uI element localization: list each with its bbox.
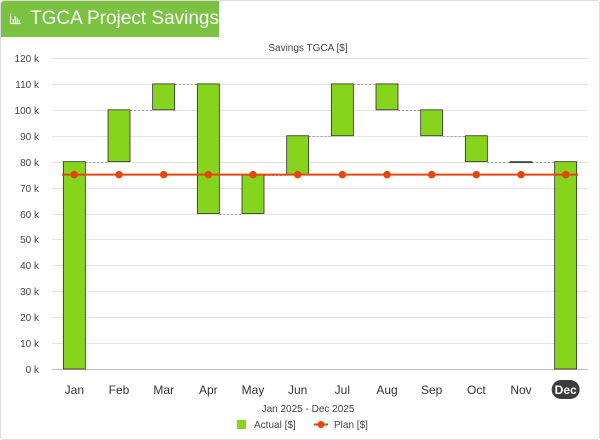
y-tick-label: 10 k: [20, 339, 40, 350]
bar-aug[interactable]: [375, 83, 399, 111]
legend-actual-marker[interactable]: [237, 420, 246, 429]
bar-jan[interactable]: [62, 161, 86, 370]
x-axis-categories: Jan Feb Mar Apr May Jun Jul Aug Sep Oct Nov Dec: [65, 380, 580, 399]
x-category-label[interactable]: Oct: [467, 383, 486, 397]
y-tick-label: 100 k: [15, 106, 40, 117]
bar-apr[interactable]: [196, 83, 220, 214]
x-category-label[interactable]: Jan: [65, 383, 84, 397]
plan-point-jul[interactable]: [338, 170, 347, 179]
y-axis-ticks: 0 k 10 k 20 k 30 k 40 k 50 k 60 k 70 k 80 k 90 k 1…: [15, 54, 40, 376]
y-tick-label: 70 k: [20, 184, 40, 195]
bar-sep[interactable]: [420, 109, 444, 137]
y-tick-label: 90 k: [20, 132, 40, 143]
x-category-label[interactable]: Jul: [335, 383, 350, 397]
y-tick-label: 110 k: [15, 80, 40, 91]
plan-line-layer: [62, 170, 578, 179]
plan-point-jan[interactable]: [70, 170, 79, 179]
legend-plan-marker[interactable]: [317, 421, 325, 428]
grid-layer: [52, 58, 588, 370]
plan-point-aug[interactable]: [383, 170, 391, 179]
y-tick-label: 50 k: [20, 235, 40, 246]
bar-layer: [62, 83, 578, 370]
plan-point-dec[interactable]: [561, 170, 570, 179]
plan-point-nov[interactable]: [517, 170, 525, 179]
x-category-label[interactable]: Jun: [288, 383, 307, 397]
x-category-label[interactable]: Sep: [421, 383, 443, 397]
plan-point-feb[interactable]: [115, 170, 123, 179]
chart-title: Savings TGCA [$]: [268, 43, 348, 54]
x-category-label[interactable]: Mar: [153, 383, 174, 397]
selected-category-badge[interactable]: [551, 380, 580, 399]
bar-chart-icon: [10, 13, 21, 25]
plan-point-mar[interactable]: [159, 170, 168, 179]
y-tick-label: 120 k: [15, 54, 40, 65]
x-category-label[interactable]: May: [242, 383, 265, 397]
plan-point-jun[interactable]: [293, 170, 302, 179]
x-category-label[interactable]: Apr: [199, 383, 218, 397]
y-tick-label: 80 k: [20, 158, 40, 169]
x-category-label[interactable]: Feb: [109, 383, 130, 397]
x-category-label[interactable]: Nov: [510, 383, 531, 397]
plan-point-oct[interactable]: [472, 170, 481, 179]
header-bar: TGCA Project Savings: [1, 1, 219, 37]
y-tick-label: 60 k: [20, 210, 40, 221]
x-category-label[interactable]: Aug: [376, 383, 397, 397]
x-category-label[interactable]: Dec: [555, 383, 577, 397]
y-tick-label: 20 k: [20, 313, 40, 324]
bar-oct[interactable]: [464, 135, 488, 163]
legend-plan-label[interactable]: Plan [$]: [334, 420, 368, 431]
bar-mar[interactable]: [152, 83, 176, 111]
y-tick-label: 30 k: [20, 287, 40, 298]
bar-feb[interactable]: [107, 109, 131, 163]
legend-actual-label[interactable]: Actual [$]: [254, 420, 296, 431]
y-tick-label: 0 k: [26, 365, 40, 376]
bar-nov[interactable]: [509, 161, 533, 164]
bar-jun[interactable]: [286, 135, 310, 176]
bar-dec[interactable]: [554, 161, 578, 370]
bar-may[interactable]: [241, 174, 265, 214]
bar-jul[interactable]: [330, 83, 354, 137]
plan-point-apr[interactable]: [204, 170, 213, 179]
legend: Actual [$] Plan [$]: [237, 420, 368, 431]
plan-point-sep[interactable]: [427, 170, 436, 179]
plan-point-may[interactable]: [249, 170, 257, 179]
y-tick-label: 40 k: [20, 261, 40, 272]
page-title: TGCA Project Savings: [29, 8, 219, 29]
x-axis-label: Jan 2025 - Dec 2025: [262, 404, 355, 415]
